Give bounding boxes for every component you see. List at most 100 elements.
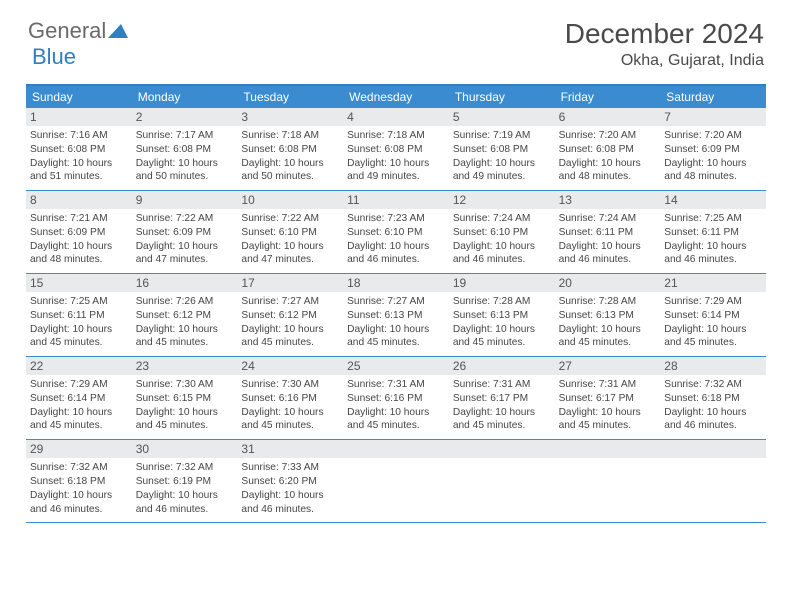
day-number <box>343 440 449 458</box>
week-row: 29Sunrise: 7:32 AMSunset: 6:18 PMDayligh… <box>26 440 766 523</box>
day-number <box>555 440 661 458</box>
day-cell <box>343 440 449 522</box>
daylight-text: Daylight: 10 hours and 46 minutes. <box>30 489 128 517</box>
day-cell: 23 Sunrise: 7:30 AMSunset: 6:15 PMDayligh… <box>132 357 238 439</box>
day-number: 13 <box>555 191 661 209</box>
day-number: 3 <box>237 108 343 126</box>
day-cell: 1Sunrise: 7:16 AMSunset: 6:08 PMDaylight… <box>26 108 132 190</box>
daylight-text: Daylight: 10 hours and 45 minutes. <box>347 323 445 351</box>
brand-part1: General <box>28 18 106 43</box>
day-number: 6 <box>555 108 661 126</box>
sunrise-text: Sunrise: 7:26 AM <box>136 295 234 309</box>
daylight-text: Daylight: 10 hours and 45 minutes. <box>559 406 657 434</box>
daylight-text: Daylight: 10 hours and 45 minutes. <box>559 323 657 351</box>
sunset-text: Sunset: 6:16 PM <box>241 392 339 406</box>
day-cell: 13 Sunrise: 7:24 AMSunset: 6:11 PMDayligh… <box>555 191 661 273</box>
sunset-text: Sunset: 6:13 PM <box>453 309 551 323</box>
day-info: Sunrise: 7:26 AMSunset: 6:12 PMDaylight:… <box>136 295 234 350</box>
day-info: Sunrise: 7:28 AMSunset: 6:13 PMDaylight:… <box>559 295 657 350</box>
week-row: 15Sunrise: 7:25 AMSunset: 6:11 PMDayligh… <box>26 274 766 357</box>
day-info: Sunrise: 7:32 AMSunset: 6:18 PMDaylight:… <box>664 378 762 433</box>
day-number <box>660 440 766 458</box>
day-info: Sunrise: 7:16 AMSunset: 6:08 PMDaylight:… <box>30 129 128 184</box>
day-number: 10 <box>237 191 343 209</box>
day-cell <box>555 440 661 522</box>
day-number <box>449 440 555 458</box>
dow-monday: Monday <box>132 86 238 108</box>
day-number: 11 <box>343 191 449 209</box>
sunset-text: Sunset: 6:08 PM <box>347 143 445 157</box>
day-info: Sunrise: 7:18 AMSunset: 6:08 PMDaylight:… <box>347 129 445 184</box>
sunset-text: Sunset: 6:17 PM <box>559 392 657 406</box>
sunset-text: Sunset: 6:12 PM <box>241 309 339 323</box>
header: General Blue December 2024 Okha, Gujarat… <box>0 0 792 76</box>
sunset-text: Sunset: 6:19 PM <box>136 475 234 489</box>
day-number: 8 <box>26 191 132 209</box>
sunrise-text: Sunrise: 7:21 AM <box>30 212 128 226</box>
day-number: 28 <box>660 357 766 375</box>
day-number: 5 <box>449 108 555 126</box>
sunrise-text: Sunrise: 7:16 AM <box>30 129 128 143</box>
day-cell: 2Sunrise: 7:17 AMSunset: 6:08 PMDaylight… <box>132 108 238 190</box>
daylight-text: Daylight: 10 hours and 46 minutes. <box>664 240 762 268</box>
sunset-text: Sunset: 6:15 PM <box>136 392 234 406</box>
day-info: Sunrise: 7:32 AMSunset: 6:19 PMDaylight:… <box>136 461 234 516</box>
day-cell: 9Sunrise: 7:22 AMSunset: 6:09 PMDaylight… <box>132 191 238 273</box>
sunrise-text: Sunrise: 7:22 AM <box>136 212 234 226</box>
day-cell: 10Sunrise: 7:22 AMSunset: 6:10 PMDayligh… <box>237 191 343 273</box>
day-info: Sunrise: 7:25 AMSunset: 6:11 PMDaylight:… <box>664 212 762 267</box>
day-cell: 19Sunrise: 7:28 AMSunset: 6:13 PMDayligh… <box>449 274 555 356</box>
day-cell: 8 Sunrise: 7:21 AMSunset: 6:09 PMDaylight… <box>26 191 132 273</box>
sunrise-text: Sunrise: 7:20 AM <box>664 129 762 143</box>
dow-sunday: Sunday <box>26 86 132 108</box>
dow-saturday: Saturday <box>660 86 766 108</box>
day-number: 31 <box>237 440 343 458</box>
sunset-text: Sunset: 6:13 PM <box>559 309 657 323</box>
daylight-text: Daylight: 10 hours and 46 minutes. <box>559 240 657 268</box>
day-number: 12 <box>449 191 555 209</box>
daylight-text: Daylight: 10 hours and 48 minutes. <box>664 157 762 185</box>
daylight-text: Daylight: 10 hours and 45 minutes. <box>453 406 551 434</box>
sunrise-text: Sunrise: 7:19 AM <box>453 129 551 143</box>
sunset-text: Sunset: 6:11 PM <box>664 226 762 240</box>
daylight-text: Daylight: 10 hours and 46 minutes. <box>136 489 234 517</box>
day-info: Sunrise: 7:17 AMSunset: 6:08 PMDaylight:… <box>136 129 234 184</box>
sunrise-text: Sunrise: 7:29 AM <box>30 378 128 392</box>
sunrise-text: Sunrise: 7:32 AM <box>664 378 762 392</box>
sunrise-text: Sunrise: 7:18 AM <box>241 129 339 143</box>
day-info: Sunrise: 7:18 AMSunset: 6:08 PMDaylight:… <box>241 129 339 184</box>
daylight-text: Daylight: 10 hours and 45 minutes. <box>136 406 234 434</box>
dow-thursday: Thursday <box>449 86 555 108</box>
sunrise-text: Sunrise: 7:29 AM <box>664 295 762 309</box>
daylight-text: Daylight: 10 hours and 50 minutes. <box>241 157 339 185</box>
day-info: Sunrise: 7:24 AMSunset: 6:11 PMDaylight:… <box>559 212 657 267</box>
day-number: 23 <box>132 357 238 375</box>
day-cell: 30 Sunrise: 7:32 AMSunset: 6:19 PMDayligh… <box>132 440 238 522</box>
day-number: 9 <box>132 191 238 209</box>
daylight-text: Daylight: 10 hours and 46 minutes. <box>241 489 339 517</box>
sunset-text: Sunset: 6:10 PM <box>347 226 445 240</box>
day-cell: 15Sunrise: 7:25 AMSunset: 6:11 PMDayligh… <box>26 274 132 356</box>
day-info: Sunrise: 7:31 AMSunset: 6:16 PMDaylight:… <box>347 378 445 433</box>
day-cell: 6Sunrise: 7:20 AMSunset: 6:08 PMDaylight… <box>555 108 661 190</box>
day-cell: 26Sunrise: 7:31 AMSunset: 6:17 PMDayligh… <box>449 357 555 439</box>
day-cell: 22Sunrise: 7:29 AMSunset: 6:14 PMDayligh… <box>26 357 132 439</box>
weeks-container: 1Sunrise: 7:16 AMSunset: 6:08 PMDaylight… <box>26 108 766 523</box>
daylight-text: Daylight: 10 hours and 45 minutes. <box>30 406 128 434</box>
sunrise-text: Sunrise: 7:32 AM <box>30 461 128 475</box>
sunrise-text: Sunrise: 7:31 AM <box>347 378 445 392</box>
sunset-text: Sunset: 6:10 PM <box>241 226 339 240</box>
sunrise-text: Sunrise: 7:31 AM <box>559 378 657 392</box>
day-number: 20 <box>555 274 661 292</box>
day-info: Sunrise: 7:21 AMSunset: 6:09 PMDaylight:… <box>30 212 128 267</box>
day-cell: 18Sunrise: 7:27 AMSunset: 6:13 PMDayligh… <box>343 274 449 356</box>
day-info: Sunrise: 7:30 AMSunset: 6:15 PMDaylight:… <box>136 378 234 433</box>
daylight-text: Daylight: 10 hours and 51 minutes. <box>30 157 128 185</box>
sunset-text: Sunset: 6:08 PM <box>241 143 339 157</box>
sunrise-text: Sunrise: 7:25 AM <box>30 295 128 309</box>
day-cell: 14Sunrise: 7:25 AMSunset: 6:11 PMDayligh… <box>660 191 766 273</box>
day-cell: 16Sunrise: 7:26 AMSunset: 6:12 PMDayligh… <box>132 274 238 356</box>
day-number: 30 <box>132 440 238 458</box>
day-info: Sunrise: 7:25 AMSunset: 6:11 PMDaylight:… <box>30 295 128 350</box>
day-cell: 12Sunrise: 7:24 AMSunset: 6:10 PMDayligh… <box>449 191 555 273</box>
